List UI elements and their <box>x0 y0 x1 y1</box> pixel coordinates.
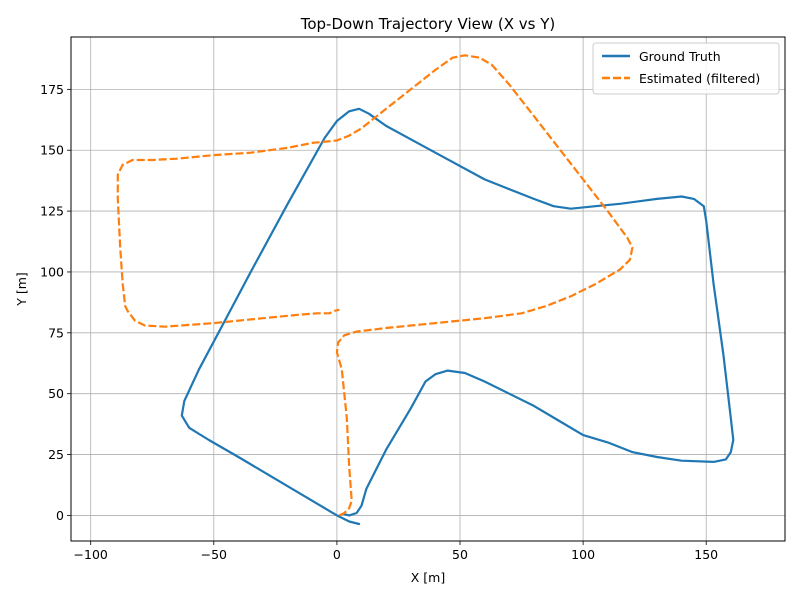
y-tick-label: 75 <box>48 325 64 340</box>
x-axis-ticks: −100 −50 0 50 100 150 <box>74 541 718 562</box>
legend-label-estimated: Estimated (filtered) <box>639 71 760 86</box>
x-tick-label: 150 <box>694 547 718 562</box>
y-tick-label: 125 <box>40 204 64 219</box>
chart-title: Top-Down Trajectory View (X vs Y) <box>300 15 556 33</box>
x-tick-label: −100 <box>74 547 108 562</box>
estimated-line <box>116 54 634 517</box>
legend-box <box>592 42 780 95</box>
y-tick-label: 50 <box>48 386 64 401</box>
y-tick-label: 150 <box>40 143 64 158</box>
ground-truth-line <box>180 107 735 526</box>
x-tick-label: 50 <box>452 547 468 562</box>
y-tick-label: 175 <box>40 82 64 97</box>
plot-frame <box>70 36 786 542</box>
y-axis-ticks: 0 25 50 75 100 125 150 175 <box>40 82 71 523</box>
x-axis-label: X [m] <box>411 570 445 585</box>
series-lines <box>116 54 735 526</box>
y-tick-label: 0 <box>56 508 64 523</box>
x-tick-label: 0 <box>333 547 341 562</box>
y-tick-label: 25 <box>48 447 64 462</box>
x-tick-label: 100 <box>571 547 595 562</box>
y-axis-label: Y [m] <box>14 272 29 307</box>
legend: Ground Truth Estimated (filtered) <box>592 42 780 95</box>
legend-label-ground-truth: Ground Truth <box>639 49 721 64</box>
y-tick-label: 100 <box>40 264 64 279</box>
x-tick-label: −50 <box>201 547 227 562</box>
